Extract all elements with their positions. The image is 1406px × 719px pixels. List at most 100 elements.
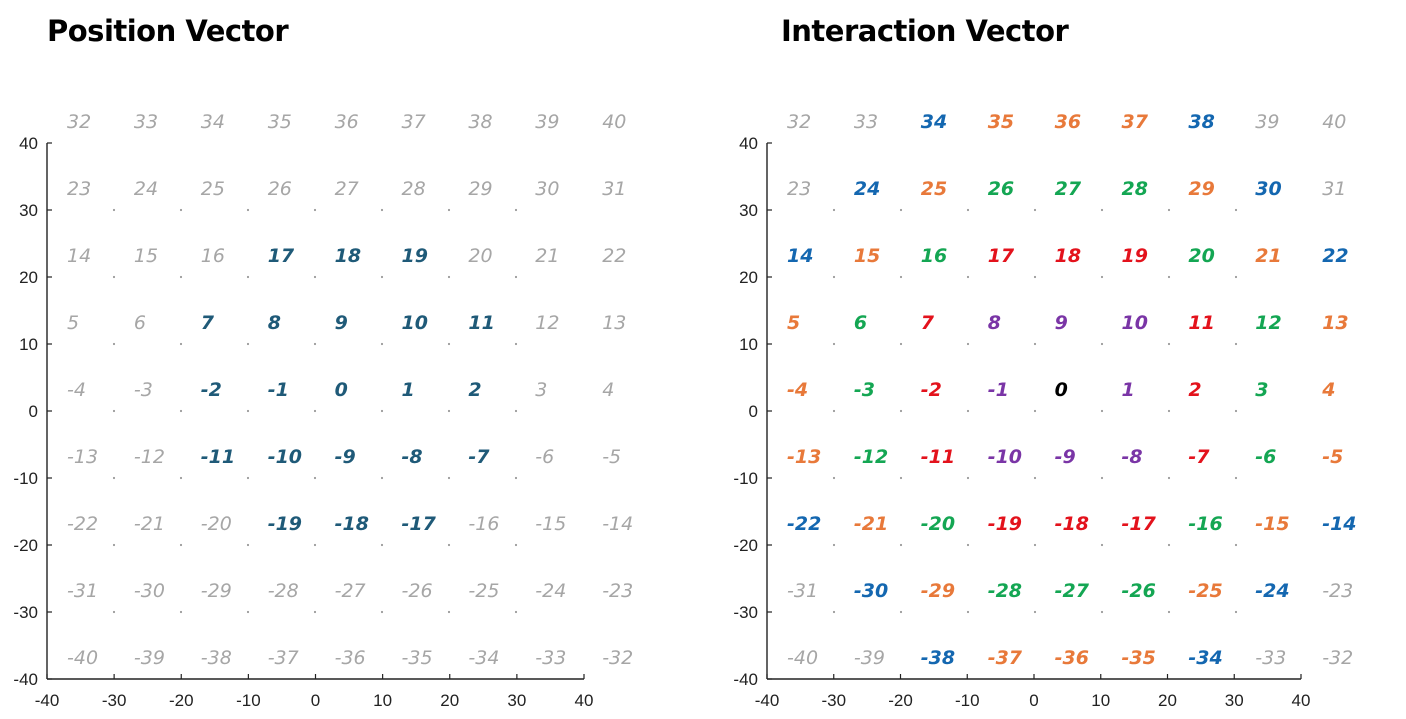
interaction-y-tick-label: -20 bbox=[733, 536, 758, 555]
position-cell-label: -25 bbox=[468, 580, 499, 602]
position-cell-label: 39 bbox=[535, 111, 559, 133]
position-grid-point bbox=[313, 543, 317, 547]
interaction-grid-point bbox=[966, 610, 970, 614]
position-cell-label: 28 bbox=[402, 178, 426, 200]
interaction-grid-point bbox=[832, 208, 836, 212]
position-grid-point bbox=[112, 342, 116, 346]
position-cell-label: 30 bbox=[535, 178, 559, 200]
position-cell-label: 15 bbox=[134, 245, 158, 267]
position-cell-label: 4 bbox=[602, 379, 614, 401]
interaction-cell-label: 18 bbox=[1055, 245, 1081, 267]
interaction-cell-label: 40 bbox=[1322, 111, 1346, 133]
interaction-grid-point bbox=[899, 342, 903, 346]
position-grid-point bbox=[313, 409, 317, 413]
position-grid-point bbox=[246, 342, 250, 346]
position-cell-label: -34 bbox=[468, 647, 499, 669]
interaction-cell-label: 9 bbox=[1055, 312, 1068, 334]
interaction-cell-label: -31 bbox=[787, 580, 818, 602]
interaction-cell-label: 35 bbox=[988, 111, 1014, 133]
interaction-grid-point bbox=[1100, 409, 1104, 413]
interaction-cell-label: 26 bbox=[988, 178, 1014, 200]
interaction-grid-point bbox=[1167, 543, 1171, 547]
interaction-cell-label: 38 bbox=[1188, 111, 1214, 133]
position-grid-point bbox=[112, 543, 116, 547]
interaction-x-tick-label: 30 bbox=[1225, 691, 1244, 710]
interaction-cell-label: 23 bbox=[787, 178, 811, 200]
interaction-cell-label: -36 bbox=[1055, 647, 1089, 669]
interaction-grid-point bbox=[966, 476, 970, 480]
position-grid-point bbox=[380, 610, 384, 614]
position-cell-label: -29 bbox=[201, 580, 232, 602]
interaction-x-tick-label: 20 bbox=[1158, 691, 1177, 710]
interaction-cell-label: -5 bbox=[1322, 446, 1343, 468]
interaction-grid-point bbox=[899, 543, 903, 547]
interaction-cell-label: -16 bbox=[1188, 513, 1222, 535]
position-grid-point bbox=[447, 409, 451, 413]
position-cell-label: 7 bbox=[201, 312, 215, 334]
position-x-tick-label: 20 bbox=[440, 691, 459, 710]
position-x-tick-label: -10 bbox=[236, 691, 261, 710]
position-cell-label: -39 bbox=[134, 647, 165, 669]
position-cell-label: -19 bbox=[268, 513, 302, 535]
interaction-y-tick-label: -30 bbox=[733, 603, 758, 622]
position-grid-point bbox=[380, 543, 384, 547]
interaction-grid-point bbox=[1033, 342, 1037, 346]
position-grid-point bbox=[447, 610, 451, 614]
position-cell-label: 26 bbox=[268, 178, 292, 200]
position-cell-label: -23 bbox=[602, 580, 633, 602]
interaction-grid-point bbox=[1234, 610, 1238, 614]
position-grid-point bbox=[246, 476, 250, 480]
interaction-grid-point bbox=[1033, 610, 1037, 614]
position-cell-label: -17 bbox=[402, 513, 437, 535]
interaction-cell-label: -38 bbox=[921, 647, 955, 669]
interaction-grid-point bbox=[1167, 208, 1171, 212]
interaction-x-tick-label: -30 bbox=[821, 691, 846, 710]
position-cell-label: -13 bbox=[67, 446, 98, 468]
interaction-grid-point bbox=[1167, 476, 1171, 480]
position-cell-label: 37 bbox=[402, 111, 426, 133]
position-y-tick-label: 20 bbox=[19, 268, 38, 287]
interaction-cell-label: -25 bbox=[1188, 580, 1222, 602]
interaction-cell-label: -39 bbox=[854, 647, 885, 669]
interaction-cell-label: 15 bbox=[854, 245, 880, 267]
interaction-cell-label: 1 bbox=[1122, 379, 1135, 401]
position-cell-label: 1 bbox=[402, 379, 415, 401]
position-grid-point bbox=[514, 476, 518, 480]
position-cell-label: 0 bbox=[335, 379, 348, 401]
position-grid-point bbox=[380, 476, 384, 480]
interaction-y-tick-label: -40 bbox=[733, 670, 758, 689]
position-grid-point bbox=[313, 610, 317, 614]
interaction-cell-label: -13 bbox=[787, 446, 821, 468]
position-cell-label: 22 bbox=[602, 245, 626, 267]
interaction-cell-label: 8 bbox=[988, 312, 1001, 334]
position-cell-label: 5 bbox=[67, 312, 79, 334]
position-vector-title: Position Vector bbox=[47, 14, 289, 48]
position-cell-label: -5 bbox=[602, 446, 621, 468]
position-cell-label: 34 bbox=[201, 111, 225, 133]
position-grid-point bbox=[112, 610, 116, 614]
position-grid-point bbox=[246, 409, 250, 413]
position-cell-label: -15 bbox=[535, 513, 566, 535]
position-cell-label: 17 bbox=[268, 245, 295, 267]
position-grid-point bbox=[514, 342, 518, 346]
position-x-tick-label: 30 bbox=[507, 691, 526, 710]
position-cell-label: -1 bbox=[268, 379, 289, 401]
position-grid-point bbox=[112, 409, 116, 413]
position-cell-label: -31 bbox=[67, 580, 98, 602]
interaction-cell-label: 19 bbox=[1122, 245, 1148, 267]
interaction-cell-label: -37 bbox=[988, 647, 1023, 669]
position-cell-label: -7 bbox=[468, 446, 490, 468]
interaction-cell-label: -23 bbox=[1322, 580, 1353, 602]
position-grid-point bbox=[514, 610, 518, 614]
position-cell-label: -20 bbox=[201, 513, 232, 535]
interaction-grid-point bbox=[832, 275, 836, 279]
interaction-cell-label: -29 bbox=[921, 580, 955, 602]
position-grid-point bbox=[447, 342, 451, 346]
position-cell-label: -21 bbox=[134, 513, 165, 535]
interaction-grid-point bbox=[1234, 409, 1238, 413]
interaction-grid-point bbox=[899, 476, 903, 480]
position-x-tick-label: -20 bbox=[169, 691, 194, 710]
interaction-cell-label: 30 bbox=[1255, 178, 1281, 200]
position-cell-label: 23 bbox=[67, 178, 91, 200]
